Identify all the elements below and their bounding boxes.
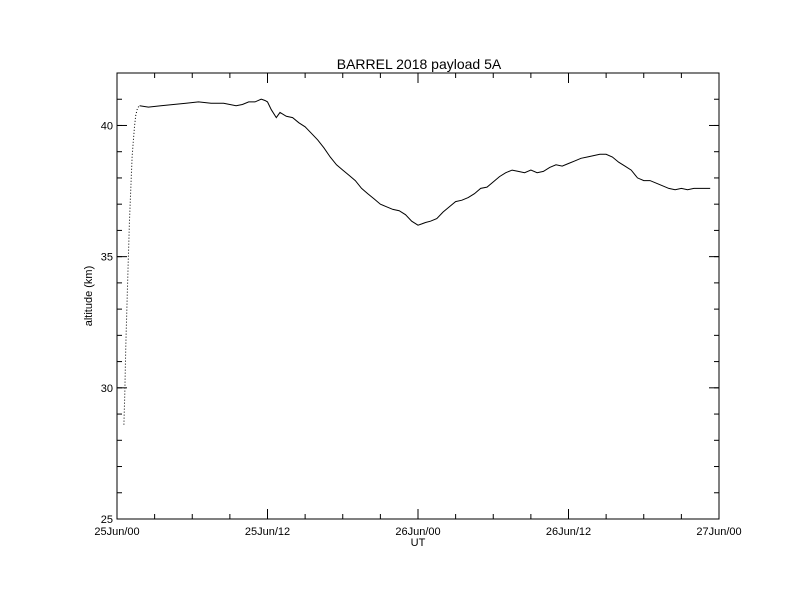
y-tick-label: 35 bbox=[101, 252, 113, 264]
x-tick-label: 25Jun/12 bbox=[245, 526, 290, 538]
y-axis-label: altitude (km) bbox=[83, 266, 95, 327]
series-layer bbox=[123, 98, 711, 425]
x-tick-label: 26Jun/12 bbox=[546, 526, 591, 538]
plot-frame bbox=[116, 72, 720, 520]
x-tick-label: 27Jun/00 bbox=[696, 526, 741, 538]
x-axis-label: UT bbox=[411, 537, 426, 549]
y-tick-label: 30 bbox=[101, 383, 113, 395]
x-tick-label: 26Jun/00 bbox=[395, 526, 440, 538]
x-tick-label: 25Jun/00 bbox=[94, 526, 139, 538]
altitude-series-line bbox=[123, 105, 140, 425]
chart-title: BARREL 2018 payload 5A bbox=[337, 56, 502, 72]
y-tick-label: 40 bbox=[101, 120, 113, 132]
altitude-series-line bbox=[139, 98, 711, 226]
ticks-layer: 25Jun/00 25Jun/12 26Jun/00 26Jun/12 27Jun/00… bbox=[94, 72, 742, 538]
y-tick-label: 25 bbox=[101, 514, 113, 526]
